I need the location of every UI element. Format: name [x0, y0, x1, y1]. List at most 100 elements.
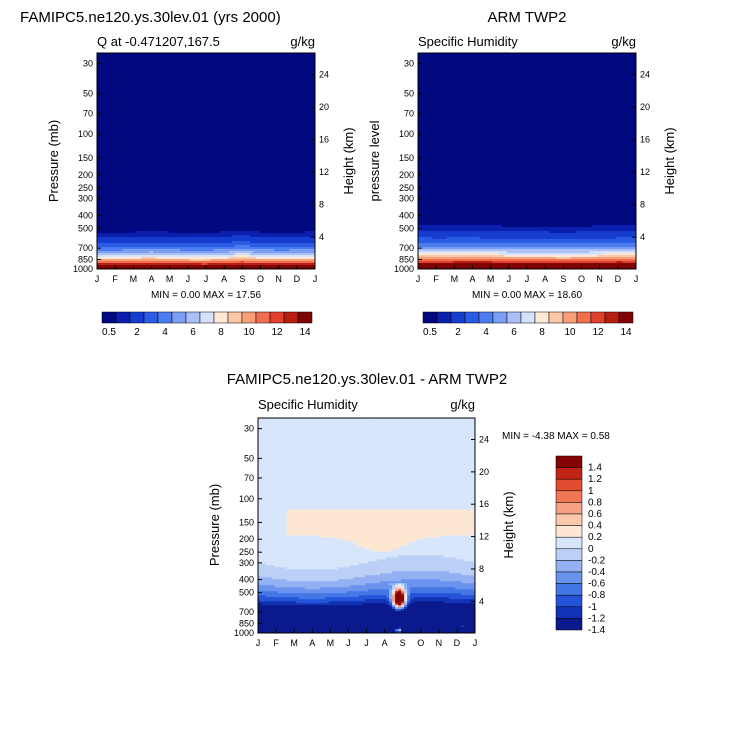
contour-cell — [107, 257, 112, 260]
contour-cell — [474, 235, 478, 238]
contour-cell — [486, 253, 490, 256]
contour-cell — [143, 237, 148, 240]
contour-cell — [219, 253, 224, 256]
contour-cell — [258, 429, 261, 433]
contour-cell — [586, 249, 590, 252]
contour-cell — [268, 445, 273, 449]
contour-cell — [116, 245, 121, 248]
contour-cell — [449, 255, 454, 258]
contour-cell — [513, 239, 518, 242]
contour-cell — [510, 255, 514, 258]
contour-cell — [222, 251, 227, 254]
contour-cell — [555, 237, 560, 240]
contour-cell — [258, 547, 261, 550]
contour-cell — [570, 257, 575, 260]
contour-cell — [498, 253, 502, 256]
contour-cell — [97, 245, 100, 248]
contour-cell — [219, 241, 224, 244]
contour-cell — [513, 257, 518, 260]
contour-cell — [262, 461, 267, 465]
contour-cell — [313, 241, 315, 244]
contour-cell — [561, 257, 566, 260]
contour-cell — [564, 259, 569, 262]
contour-cell — [489, 257, 493, 260]
contour-cell — [128, 263, 133, 266]
contour-cell — [537, 231, 542, 234]
contour-cell — [622, 237, 627, 240]
contour-cell — [268, 511, 273, 515]
contour-cell — [437, 251, 442, 254]
contour-cell — [555, 253, 560, 256]
contour-cell — [616, 255, 620, 258]
contour-cell — [549, 259, 554, 262]
contour-cell — [616, 243, 620, 246]
contour-cell — [265, 499, 270, 503]
contour-cell — [543, 235, 548, 238]
contour-cell — [419, 237, 424, 240]
contour-cell — [501, 257, 505, 260]
contour-cell — [213, 243, 218, 246]
contour-cell — [428, 247, 433, 250]
contour-cell — [458, 243, 463, 246]
contour-cell — [116, 235, 121, 238]
contour-cell — [225, 243, 230, 246]
contour-cell — [298, 237, 302, 240]
contour-cell — [265, 423, 270, 427]
contour-cell — [268, 521, 273, 525]
contour-cell — [437, 227, 442, 230]
contour-cell — [180, 237, 184, 240]
contour-cell — [531, 249, 536, 252]
contour-cell — [240, 247, 245, 250]
contour-cell — [280, 237, 284, 240]
contour-cell — [265, 597, 270, 600]
contour-cell — [249, 265, 254, 268]
contour-cell — [243, 235, 248, 238]
contour-cell — [258, 467, 261, 471]
contour-cell — [277, 243, 281, 246]
contour-cell — [531, 245, 536, 248]
contour-cell — [97, 237, 100, 240]
contour-cell — [540, 253, 545, 256]
contour-cell — [277, 253, 281, 256]
contour-cell — [604, 243, 608, 246]
contour-cell — [522, 227, 527, 230]
contour-cell — [464, 263, 469, 266]
contour-cell — [507, 257, 511, 260]
contour-cell — [258, 235, 263, 238]
y-tick-label: 1000 — [394, 264, 414, 274]
contour-cell — [104, 233, 109, 236]
contour-cell — [576, 249, 581, 252]
contour-cell — [443, 243, 448, 246]
contour-cell — [549, 243, 554, 246]
contour-cell — [180, 233, 184, 236]
contour-cell — [204, 241, 209, 244]
contour-cell — [131, 259, 136, 262]
contour-cell — [259, 565, 264, 568]
contour-cell — [146, 251, 151, 254]
contour-cell — [443, 233, 448, 236]
colorbar-swatch — [101, 311, 117, 324]
contour-cell — [186, 243, 190, 246]
contour-cell — [162, 257, 166, 260]
colorbar-swatch — [283, 311, 299, 324]
contour-cell — [422, 259, 427, 262]
contour-cell — [180, 257, 184, 260]
contour-cell — [237, 267, 242, 269]
contour-cell — [258, 601, 261, 604]
contour-cell — [289, 247, 293, 250]
contour-cell — [474, 225, 478, 228]
contour-cell — [576, 265, 581, 268]
contour-cell — [589, 267, 593, 269]
contour-cell — [137, 247, 142, 250]
contour-cell — [583, 245, 587, 248]
contour-cell — [418, 257, 421, 260]
contour-cell — [183, 243, 187, 246]
contour-cell — [225, 237, 230, 240]
contour-cell — [628, 245, 633, 248]
contour-cell — [262, 475, 267, 479]
contour-cell — [613, 239, 617, 242]
contour-cell — [137, 235, 142, 238]
contour-cell — [283, 237, 287, 240]
contour-cell — [425, 239, 430, 242]
contour-cell — [304, 239, 309, 242]
